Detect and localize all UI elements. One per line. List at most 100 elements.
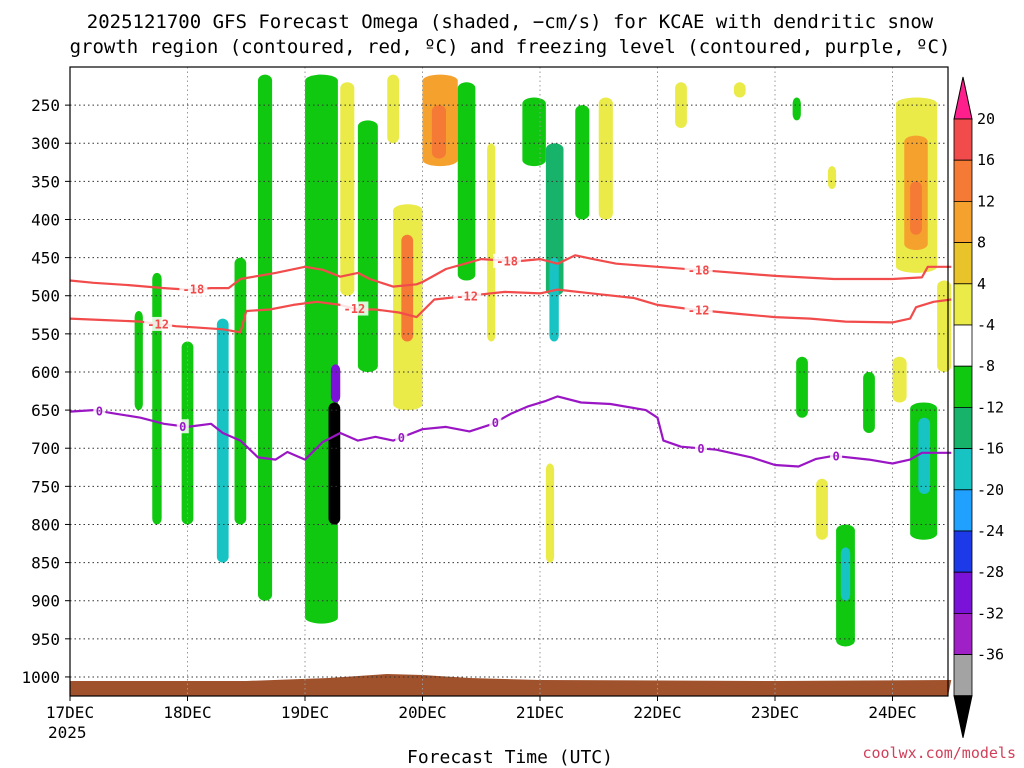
contour-label-dgz-top-1: -18 xyxy=(496,254,518,268)
colorbar-label-12: 12 xyxy=(977,192,995,210)
colorbar-label--28: -28 xyxy=(977,563,1004,581)
omega-cell-2 xyxy=(305,74,338,624)
contour-label-bg-freezing-level-5 xyxy=(830,449,843,464)
x-tick-label-21DEC: 21DEC xyxy=(516,703,564,722)
y-tick-label-850: 850 xyxy=(31,554,60,573)
omega-cell-13 xyxy=(387,74,399,144)
contour-label-bg-freezing-level-0 xyxy=(93,404,106,419)
contour-label-bg-dgz-bottom-1 xyxy=(340,301,369,316)
y-tick-label-800: 800 xyxy=(31,515,60,534)
omega-cell-5 xyxy=(258,74,273,601)
colorbar-segment-14 xyxy=(953,654,973,697)
colorbar-segment-8 xyxy=(953,406,973,449)
colorbar-label--8: -8 xyxy=(977,357,995,375)
omega-cell-20 xyxy=(522,97,546,167)
contour-label-dgz-bottom-0: -12 xyxy=(147,317,169,331)
omega-cell-19 xyxy=(487,143,496,342)
colorbar-segment-3 xyxy=(953,200,973,243)
y-tick-label-700: 700 xyxy=(31,439,60,458)
omega-cell-34 xyxy=(863,371,875,433)
omega-cell-17 xyxy=(401,234,414,342)
colorbar-segment-10 xyxy=(953,489,973,532)
colorbar-segment-6 xyxy=(953,324,973,367)
title-line-1: 2025121700 GFS Forecast Omega (shaded, −… xyxy=(87,11,934,33)
colorbar-label--32: -32 xyxy=(977,604,1004,622)
colorbar-segment-5 xyxy=(953,283,973,326)
y-tick-label-250: 250 xyxy=(31,96,60,115)
contour-label-bg-dgz-bottom-3 xyxy=(684,303,713,318)
colorbar-segment-7 xyxy=(953,365,973,408)
contour-label-bg-dgz-bottom-2 xyxy=(453,288,482,303)
y-tick-label-650: 650 xyxy=(31,401,60,420)
y-tick-label-600: 600 xyxy=(31,363,60,382)
colorbar-label--36: -36 xyxy=(977,646,1004,664)
x-tick-label-23DEC: 23DEC xyxy=(751,703,799,722)
colorbar-segment-4 xyxy=(953,242,973,285)
x-tick-label-17DEC: 17DEC xyxy=(46,703,94,722)
contour-label-dgz-top-2: -18 xyxy=(688,263,710,277)
title: 2025121700 GFS Forecast Omega (shaded, −… xyxy=(70,11,951,58)
omega-cell-38 xyxy=(910,181,922,235)
contour-label-bg-freezing-level-4 xyxy=(694,441,707,456)
title-line-2: growth region (contoured, red, ºC) and f… xyxy=(70,36,951,58)
contour-dgz-bottom xyxy=(69,288,952,334)
omega-cell-6 xyxy=(234,257,247,525)
x-tick-label-20DEC: 20DEC xyxy=(398,703,446,722)
omega-cell-35 xyxy=(892,356,907,403)
colorbar-segment-13 xyxy=(953,613,973,656)
x-tick-label-19DEC: 19DEC xyxy=(281,703,329,722)
colorbar-label--16: -16 xyxy=(977,440,1004,458)
colorbar-segment-9 xyxy=(953,448,973,491)
terrain-fill xyxy=(70,674,952,696)
colorbar-segment-2 xyxy=(953,159,973,202)
omega-cell-23 xyxy=(575,105,590,220)
y-tick-label-350: 350 xyxy=(31,172,60,191)
colorbar-label--12: -12 xyxy=(977,398,1004,416)
omega-cell-21 xyxy=(545,143,564,296)
omega-cell-40 xyxy=(918,417,931,494)
omega-cell-25 xyxy=(545,463,555,563)
colorbar-label-20: 20 xyxy=(977,110,995,128)
x-tick-label-24DEC: 24DEC xyxy=(868,703,916,722)
contour-label-freezing-level-2: 0 xyxy=(398,431,405,445)
contour-dgz-top xyxy=(69,254,952,291)
omega-cell-9 xyxy=(152,272,162,525)
colorbar: 20 16 12 8 4 -4 -8 -12 -16 -20 -24 -28 -32 -36 xyxy=(953,76,1004,738)
colorbar-label--20: -20 xyxy=(977,481,1004,499)
x-year-label: 2025 xyxy=(48,723,87,742)
colorbar-segment-11 xyxy=(953,530,973,573)
contour-label-freezing-level-1: 0 xyxy=(179,420,186,434)
contour-label-bg-dgz-top-2 xyxy=(684,262,713,277)
x-tick-label-18DEC: 18DEC xyxy=(163,703,211,722)
y-tick-label-500: 500 xyxy=(31,287,60,306)
colorbar-label-4: 4 xyxy=(977,275,986,293)
contour-label-freezing-level-3: 0 xyxy=(492,416,499,430)
colorbar-label--24: -24 xyxy=(977,522,1004,540)
y-tick-label-300: 300 xyxy=(31,134,60,153)
omega-cell-27 xyxy=(733,82,746,98)
contour-label-bg-freezing-level-1 xyxy=(176,419,189,434)
contour-label-dgz-bottom-2: -12 xyxy=(456,289,478,303)
plot-frame xyxy=(69,66,949,697)
contour-label-dgz-bottom-1: -12 xyxy=(344,302,366,316)
contour-label-freezing-level-4: 0 xyxy=(697,442,704,456)
plot-background xyxy=(70,67,948,696)
credit-link[interactable]: coolwx.com/models xyxy=(862,744,1016,762)
omega-cell-7 xyxy=(216,318,229,563)
contour-label-bg-freezing-level-2 xyxy=(395,430,408,445)
x-tick-label-22DEC: 22DEC xyxy=(633,703,681,722)
omega-cell-22 xyxy=(549,257,559,342)
omega-cell-30 xyxy=(796,356,808,418)
omega-cell-10 xyxy=(134,310,143,411)
y-tick-label-450: 450 xyxy=(31,249,60,268)
contour-label-bg-dgz-top-0 xyxy=(179,282,208,297)
contour-label-bg-freezing-level-3 xyxy=(489,415,502,430)
y-axis: 250 300 350 400 450 500 550 600 650 700 750 800 850 9… xyxy=(21,96,70,687)
omega-cell-28 xyxy=(792,97,801,121)
contour-label-freezing-level-0: 0 xyxy=(96,405,103,419)
y-tick-label-900: 900 xyxy=(31,592,60,611)
omega-cell-24 xyxy=(598,97,613,220)
contour-label-dgz-bottom-3: -12 xyxy=(688,304,710,318)
colorbar-label-16: 16 xyxy=(977,151,995,169)
